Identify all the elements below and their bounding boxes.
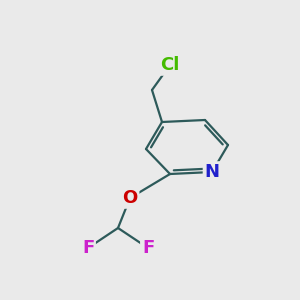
Text: O: O xyxy=(122,189,138,207)
Text: N: N xyxy=(205,163,220,181)
Text: Cl: Cl xyxy=(160,56,180,74)
Text: F: F xyxy=(142,239,154,257)
Text: F: F xyxy=(82,239,94,257)
